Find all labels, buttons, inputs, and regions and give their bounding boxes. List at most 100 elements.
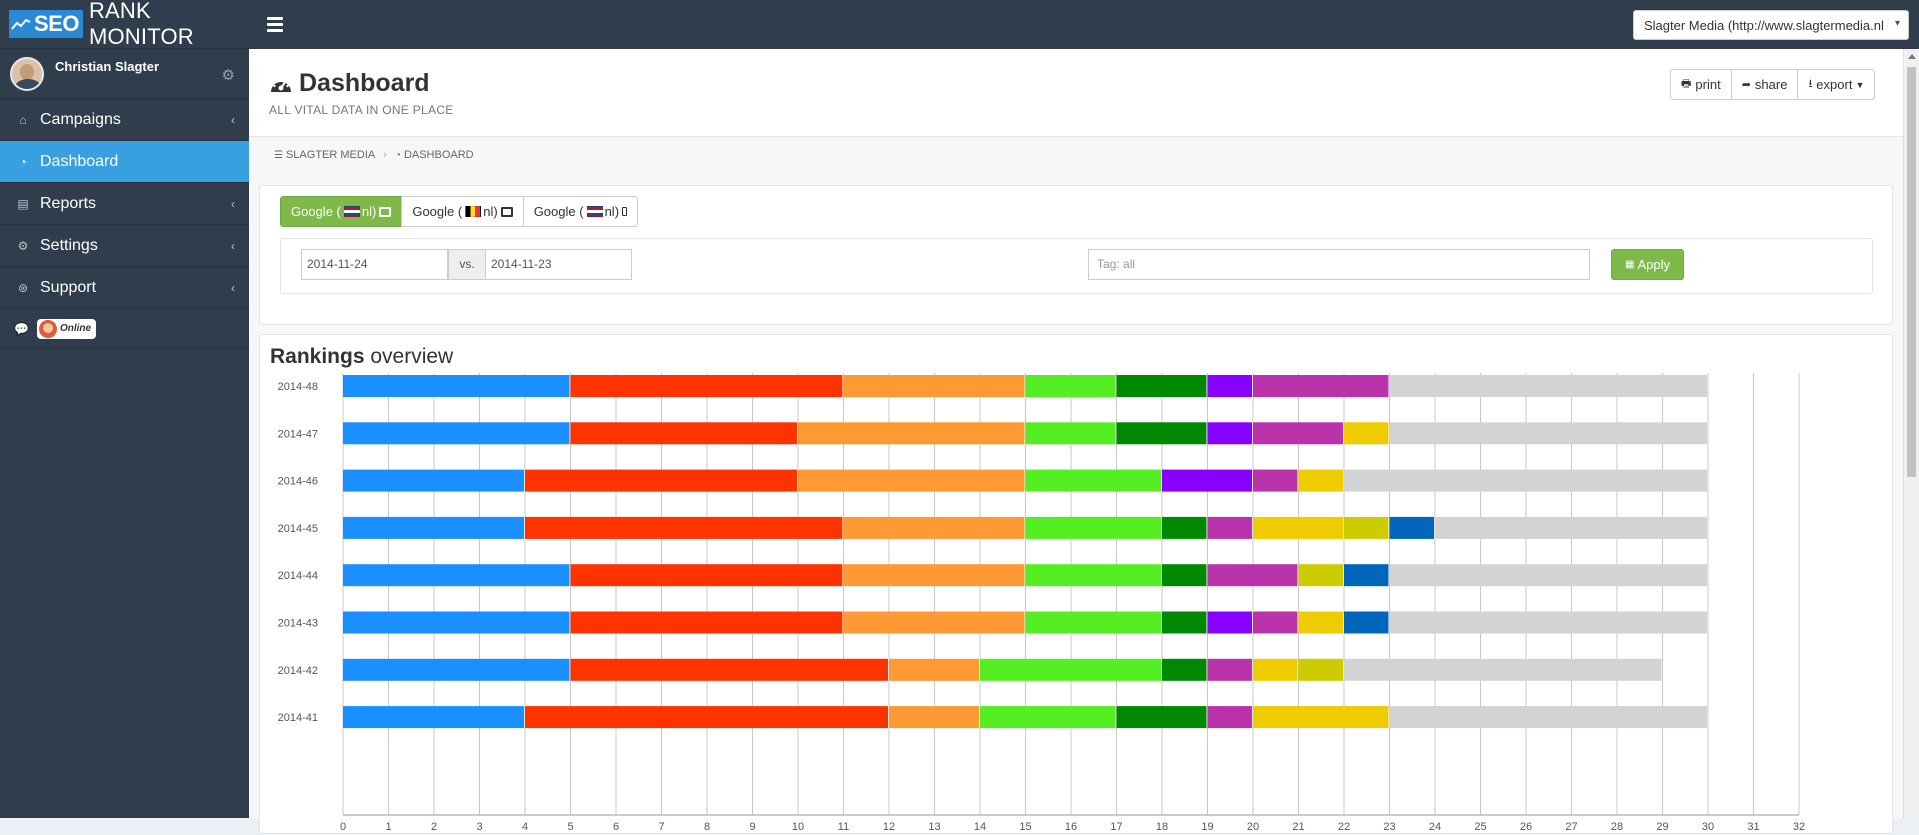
bar-segment[interactable] bbox=[1389, 564, 1708, 587]
bar-segment[interactable] bbox=[1025, 375, 1116, 397]
tab-google-be-desktop[interactable]: Google ( nl ) bbox=[401, 196, 524, 227]
chat-online-badge[interactable]: Online bbox=[36, 318, 97, 339]
live-chat-row[interactable]: 💬 Online bbox=[0, 309, 249, 349]
desktop-icon bbox=[500, 206, 513, 217]
tab-google-nl-mobile[interactable]: Google ( nl ) bbox=[522, 196, 639, 227]
bar-segment[interactable] bbox=[1253, 469, 1298, 492]
bar-segment[interactable] bbox=[1344, 422, 1389, 445]
bar-segment[interactable] bbox=[1389, 611, 1708, 634]
export-button[interactable]: ⭳ export ▼ bbox=[1797, 69, 1876, 100]
bar-segment[interactable] bbox=[1162, 469, 1252, 492]
gear-icon[interactable]: ⚙ bbox=[221, 67, 235, 84]
bar-segment[interactable] bbox=[570, 422, 798, 445]
bar-segment[interactable] bbox=[1389, 375, 1708, 397]
bar-segment[interactable] bbox=[1435, 516, 1707, 539]
bar-segment[interactable] bbox=[980, 658, 1161, 681]
bar-segment[interactable] bbox=[798, 469, 1025, 492]
bar-segment[interactable] bbox=[343, 706, 524, 729]
apply-button[interactable]: ▦ Apply bbox=[1611, 249, 1684, 280]
bar-segment[interactable] bbox=[798, 422, 1025, 445]
bar-segment[interactable] bbox=[1025, 422, 1116, 445]
bar-segment[interactable] bbox=[1344, 564, 1389, 587]
bar-segment[interactable] bbox=[843, 375, 1025, 397]
logo[interactable]: SEO RANK MONITOR bbox=[0, 0, 249, 49]
sidebar-item-dashboard[interactable]: ◔ Dashboard bbox=[0, 141, 249, 183]
bar-segment[interactable] bbox=[1116, 375, 1207, 397]
bar-segment[interactable] bbox=[980, 706, 1116, 729]
share-button[interactable]: ➦ share bbox=[1730, 69, 1799, 100]
bar-segment[interactable] bbox=[889, 658, 979, 681]
bar-segment[interactable] bbox=[1116, 706, 1207, 729]
date-filter-row: 2014-11-24 vs. 2014-11-23 Tag: all ▦ App… bbox=[280, 238, 1873, 294]
bar-segment[interactable] bbox=[1253, 658, 1298, 681]
bar-segment[interactable] bbox=[1253, 516, 1343, 539]
sidebar-item-campaigns[interactable]: ⌂ Campaigns ‹ bbox=[0, 99, 249, 141]
bar-segment[interactable] bbox=[343, 469, 524, 492]
bar-segment[interactable] bbox=[1207, 516, 1253, 539]
bar-segment[interactable] bbox=[1389, 422, 1708, 445]
bar-segment[interactable] bbox=[343, 422, 570, 445]
avatar[interactable] bbox=[10, 57, 44, 91]
bar-segment[interactable] bbox=[889, 706, 979, 729]
bar-segment[interactable] bbox=[1298, 564, 1344, 587]
bar-segment[interactable] bbox=[570, 564, 843, 587]
tag-filter-input[interactable]: Tag: all bbox=[1088, 249, 1590, 280]
sidebar-item-reports[interactable]: ▤ Reports ‹ bbox=[0, 183, 249, 225]
bar-segment[interactable] bbox=[1298, 469, 1344, 492]
page-header: Dashboard ALL VITAL DATA IN ONE PLACE 🖶 … bbox=[249, 49, 1903, 137]
bar-segment[interactable] bbox=[1344, 516, 1389, 539]
bar-segment[interactable] bbox=[525, 469, 797, 492]
bar-segment[interactable] bbox=[1344, 469, 1707, 492]
bar-segment[interactable] bbox=[1253, 706, 1389, 729]
bar-segment[interactable] bbox=[570, 375, 843, 397]
bar-segment[interactable] bbox=[1162, 658, 1207, 681]
bar-segment[interactable] bbox=[1389, 706, 1708, 729]
bar-segment[interactable] bbox=[1207, 658, 1253, 681]
bar-segment[interactable] bbox=[525, 516, 843, 539]
bar-segment[interactable] bbox=[343, 516, 524, 539]
bar-segment[interactable] bbox=[1389, 516, 1435, 539]
hamburger-menu-icon[interactable] bbox=[267, 17, 283, 35]
bar-segment[interactable] bbox=[1207, 706, 1253, 729]
bar-segment[interactable] bbox=[1025, 611, 1162, 634]
bar-segment[interactable] bbox=[343, 611, 570, 634]
bar-segment[interactable] bbox=[843, 564, 1025, 587]
bar-segment[interactable] bbox=[843, 611, 1025, 634]
bar-segment[interactable] bbox=[1344, 611, 1389, 634]
bar-segment[interactable] bbox=[1298, 658, 1344, 681]
scroll-thumb[interactable] bbox=[1907, 67, 1916, 477]
bar-segment[interactable] bbox=[570, 658, 889, 681]
tab-google-nl-desktop[interactable]: Google ( nl ) bbox=[280, 196, 403, 227]
date-from-input[interactable]: 2014-11-24 bbox=[301, 249, 448, 280]
bar-segment[interactable] bbox=[843, 516, 1025, 539]
bar-segment[interactable] bbox=[525, 706, 888, 729]
scroll-up-arrow-icon[interactable] bbox=[1908, 54, 1916, 59]
site-selector[interactable]: Slagter Media (http://www.slagtermedia.n… bbox=[1633, 10, 1909, 40]
bar-segment[interactable] bbox=[1025, 469, 1162, 492]
bar-segment[interactable] bbox=[1025, 516, 1162, 539]
bar-segment[interactable] bbox=[1298, 611, 1344, 634]
bar-segment[interactable] bbox=[1116, 422, 1207, 445]
bar-segment[interactable] bbox=[343, 658, 570, 681]
sidebar-item-settings[interactable]: ⚙ Settings ‹ bbox=[0, 225, 249, 267]
print-button[interactable]: 🖶 print bbox=[1670, 69, 1732, 100]
bar-segment[interactable] bbox=[1207, 375, 1253, 397]
bar-segment[interactable] bbox=[1162, 516, 1207, 539]
sidebar-item-support[interactable]: ⊛ Support ‹ bbox=[0, 267, 249, 309]
bar-segment[interactable] bbox=[1025, 564, 1162, 587]
bar-segment[interactable] bbox=[343, 564, 570, 587]
vertical-scrollbar[interactable] bbox=[1903, 49, 1919, 818]
bar-segment[interactable] bbox=[1162, 611, 1207, 634]
bar-segment[interactable] bbox=[343, 375, 570, 397]
date-to-input[interactable]: 2014-11-23 bbox=[485, 249, 632, 280]
bar-segment[interactable] bbox=[570, 611, 843, 634]
bar-segment[interactable] bbox=[1253, 375, 1389, 397]
bar-segment[interactable] bbox=[1207, 564, 1298, 587]
bar-segment[interactable] bbox=[1162, 564, 1207, 587]
bar-segment[interactable] bbox=[1253, 611, 1298, 634]
bar-segment[interactable] bbox=[1344, 658, 1662, 681]
breadcrumb-root[interactable]: SLAGTER MEDIA bbox=[285, 149, 376, 161]
bar-segment[interactable] bbox=[1207, 611, 1253, 634]
bar-segment[interactable] bbox=[1253, 422, 1343, 445]
bar-segment[interactable] bbox=[1207, 422, 1253, 445]
